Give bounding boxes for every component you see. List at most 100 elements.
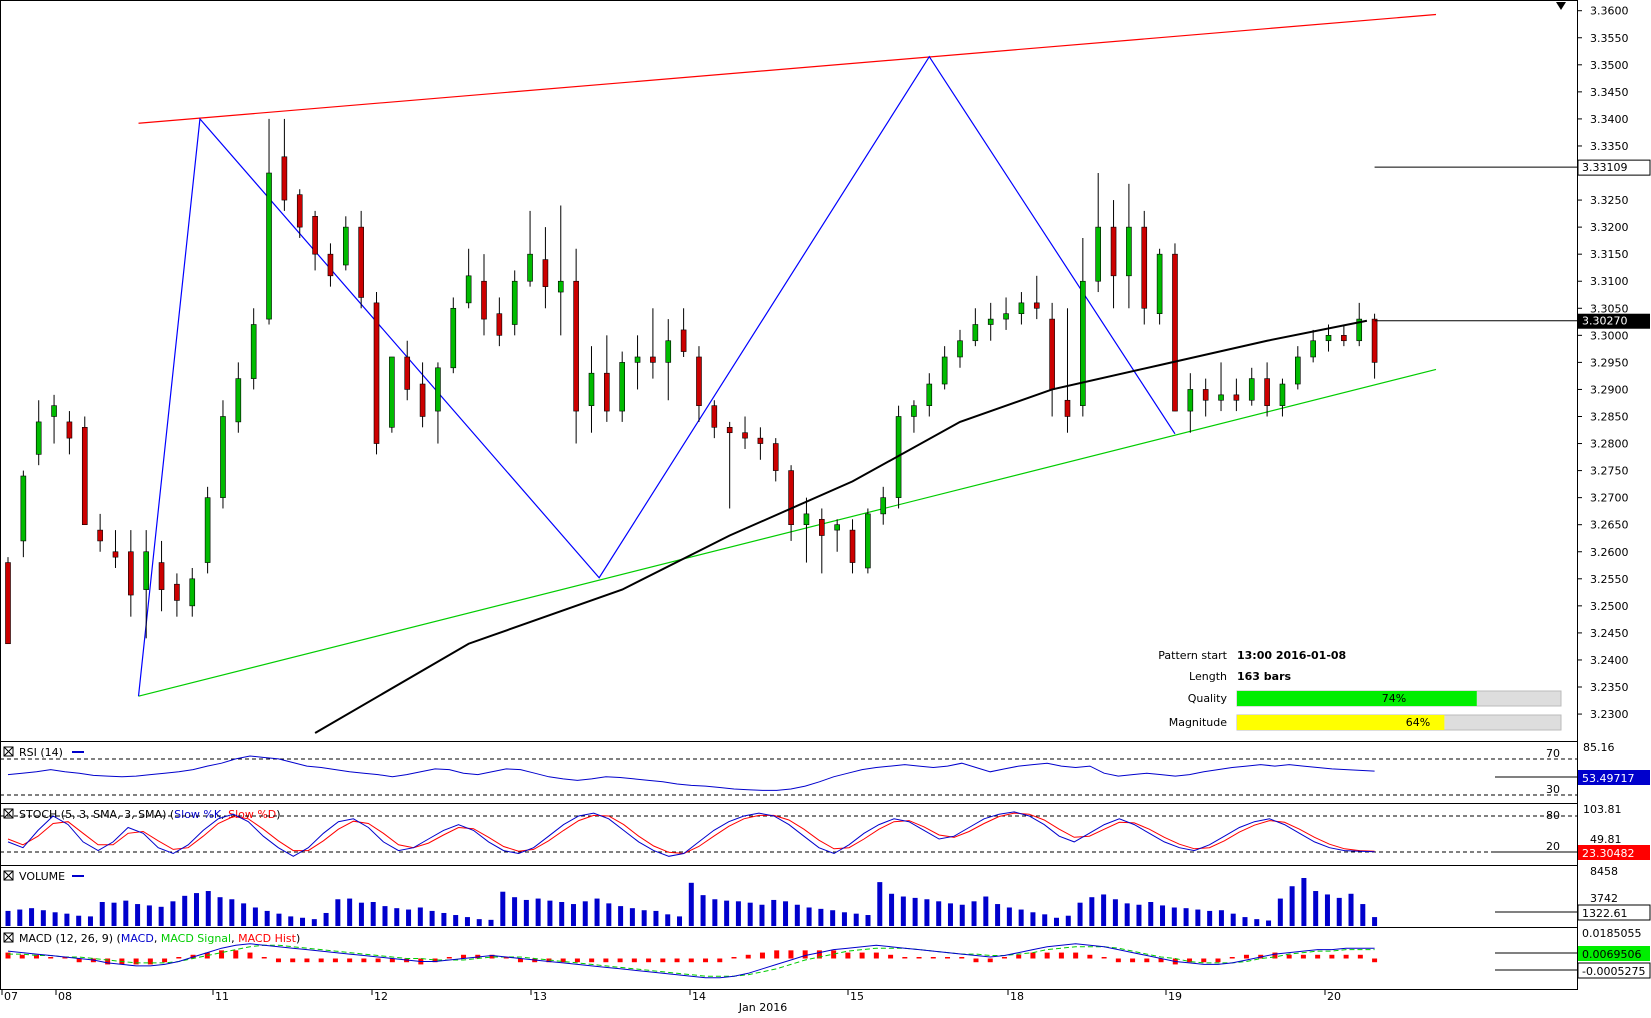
macd-hist-bar <box>873 952 879 959</box>
macd-hist-bar <box>1058 952 1064 959</box>
stoch-panel: STOCH (5, 3, SMA, 3, SMA) (Slow %K, Slow… <box>0 803 1650 860</box>
macd-hist-value-label: -0.0005275 <box>1582 965 1645 978</box>
volume-bar <box>641 910 647 926</box>
time-axis: 07 08 11 12 13 14 15 18 19 20 <box>1 989 1341 1003</box>
volume-bar <box>747 902 753 926</box>
candle-down <box>358 226 364 298</box>
stoch-level-20-label: 20 <box>1546 840 1560 853</box>
macd-hist-bar <box>332 958 338 963</box>
macd-hist-bar <box>432 958 438 963</box>
volume-bar <box>759 904 765 926</box>
volume-bar <box>936 901 942 926</box>
macd-hist-bar <box>930 957 936 959</box>
scroll-marker-icon[interactable] <box>1556 2 1566 10</box>
candle-up <box>20 475 27 542</box>
stoch-d-label: Slow %D <box>228 808 276 821</box>
stoch-label-close: ) <box>276 808 280 821</box>
volume-bar <box>924 899 930 926</box>
macd-hist-bar <box>503 957 509 959</box>
macd-hist-bar <box>5 952 11 959</box>
candle-up <box>1156 253 1163 314</box>
volume-bar <box>688 882 694 926</box>
candle-up <box>1080 280 1086 406</box>
macd-hist-bar <box>1243 954 1249 959</box>
volume-bar <box>983 896 989 926</box>
volume-bar <box>1324 894 1330 926</box>
price-tick-label: 3.3550 <box>1590 32 1629 45</box>
macd-hist-bar <box>617 958 623 963</box>
macd-hist-bar <box>147 958 153 965</box>
time-tick-label: 19 <box>1168 990 1182 1003</box>
volume-bar <box>794 904 800 926</box>
volume-bar <box>52 912 58 926</box>
candle-down <box>81 427 88 525</box>
candle-up <box>588 372 595 406</box>
price-tick-label: 3.2700 <box>1590 492 1629 505</box>
pattern-info-box: Pattern start 13:00 2016-01-08 Length 16… <box>1158 649 1562 731</box>
volume-bar <box>559 901 565 926</box>
candle-down <box>573 280 579 412</box>
current-price-label: 3.33109 <box>1582 161 1628 174</box>
volume-scale-top: 8458 <box>1590 865 1618 878</box>
macd-hist-bar <box>1272 952 1278 959</box>
macd-hist-bar <box>1030 952 1036 959</box>
volume-bar <box>1148 901 1154 926</box>
volume-bar <box>1313 891 1319 926</box>
volume-bar <box>618 906 624 926</box>
candle-down <box>680 329 687 352</box>
candle-up <box>557 280 564 293</box>
volume-label: VOLUME <box>19 870 65 883</box>
pattern-length-value: 163 bars <box>1237 670 1292 683</box>
candle-up <box>1018 302 1025 314</box>
macd-hist-bar <box>660 958 666 963</box>
price-tick-label: 3.3500 <box>1590 59 1629 72</box>
price-tick-label: 3.3150 <box>1590 248 1629 261</box>
candle-up <box>1095 226 1101 282</box>
macd-hist-bar <box>1115 958 1121 963</box>
volume-bar <box>712 899 718 926</box>
month-label: Jan 2016 <box>738 1001 787 1014</box>
volume-bar <box>464 917 470 926</box>
candle-down <box>327 253 334 277</box>
candle-down <box>481 280 487 320</box>
volume-bar <box>394 908 400 926</box>
rsi-scale-top: 85.16 <box>1583 741 1615 754</box>
macd-hist-bar <box>1073 952 1079 959</box>
macd-hist-bar <box>1016 954 1022 959</box>
candle-down <box>373 302 380 444</box>
price-axis: 3.3600 3.3550 3.3500 3.3450 3.3400 3.3350 3.32… <box>1577 5 1629 721</box>
macd-scale-top: 0.0185055 <box>1582 927 1642 940</box>
macd-label-main: MACD (12, 26, 9) <box>19 932 113 945</box>
candle-up <box>1003 313 1009 320</box>
time-tick-label: 13 <box>533 990 547 1003</box>
stoch-level-80-label: 80 <box>1546 809 1560 822</box>
time-tick-label: 12 <box>374 990 388 1003</box>
time-tick-label: 11 <box>215 990 229 1003</box>
macd-hist-bar <box>674 958 680 963</box>
macd-hist-bar <box>1315 954 1321 959</box>
macd-hist-bar <box>1130 958 1136 963</box>
candle-up <box>465 275 472 304</box>
volume-bar <box>995 904 1001 926</box>
candle-down <box>128 551 134 596</box>
candle-up <box>1248 378 1255 401</box>
price-tick-label: 3.3100 <box>1590 275 1629 288</box>
volume-bar <box>629 908 635 926</box>
rsi-level-30-label: 30 <box>1546 783 1560 796</box>
stoch-k-line <box>7 811 1375 857</box>
volume-bar <box>370 901 376 926</box>
candle-up <box>235 378 242 423</box>
quality-text: 74% <box>1382 692 1406 705</box>
macd-hist-bar <box>902 957 908 959</box>
price-tick-label: 3.2750 <box>1590 465 1629 478</box>
candle-up <box>634 356 641 363</box>
macd-hist-bar <box>347 958 353 963</box>
macd-value-label: 0.0069506 <box>1582 948 1642 961</box>
pattern-layer <box>137 13 1437 697</box>
macd-hist-bar <box>888 954 894 959</box>
price-tick-label: 3.3600 <box>1590 5 1629 18</box>
rsi-panel-frame <box>0 741 1578 804</box>
volume-bar <box>912 897 918 926</box>
volume-bar <box>594 898 600 926</box>
macd-hist-bar <box>574 958 580 963</box>
